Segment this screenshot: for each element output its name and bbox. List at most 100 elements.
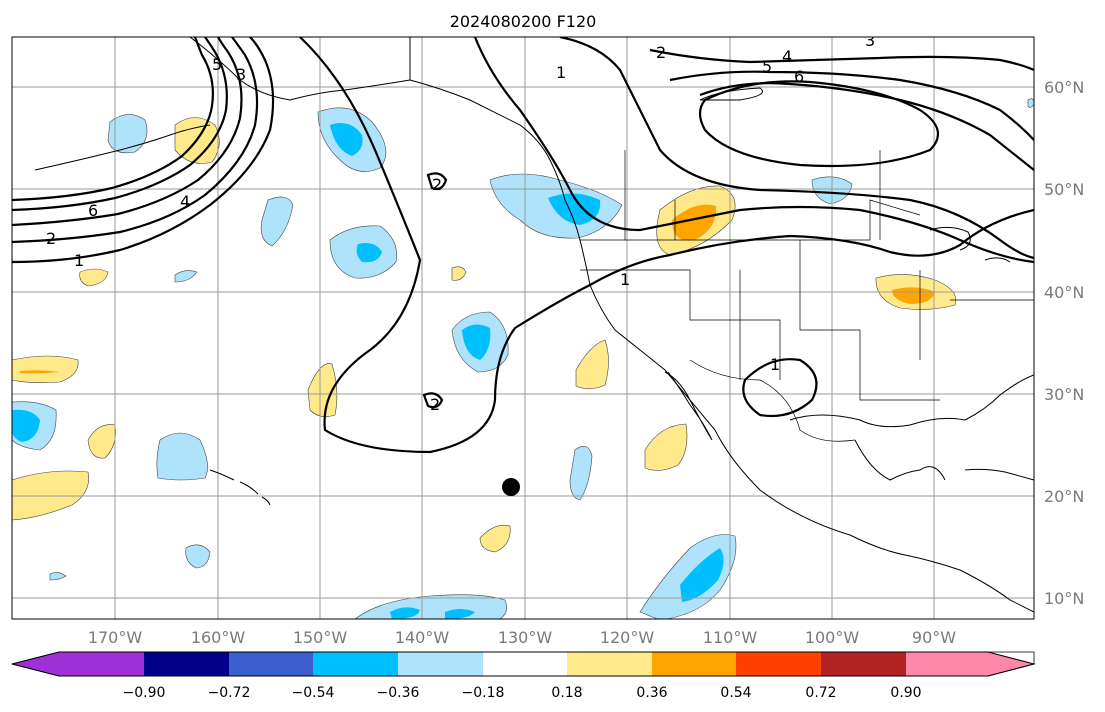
contour-label: 2 [430,395,440,414]
neg-anomaly-core [548,193,601,225]
neg-anomaly-core [12,409,40,442]
colorbar-segment [821,652,906,676]
colorbar-extend-low [12,652,59,676]
neg-anomaly-area [156,432,208,481]
lat-label: 60°N [1044,78,1084,97]
contour-label: 4 [180,192,190,211]
colorbar-segment [652,652,736,676]
contour-label: 1 [620,270,630,289]
contour-5-north [669,70,1034,141]
neg-anomaly-core [445,609,475,619]
lon-label: 100°W [805,628,860,647]
neg-anomaly-area [107,114,148,154]
contour-4 [12,37,228,212]
cuba [964,468,1034,481]
lon-label: 150°W [293,628,348,647]
neg-anomaly-area [569,445,593,501]
lat-label: 40°N [1044,283,1084,302]
latitude-labels: 60°N 50°N 40°N 30°N 20°N 10°N [1044,78,1084,608]
political-borders [580,150,1034,442]
contour-1-mexico [742,358,818,418]
lat-label: 10°N [1044,589,1084,608]
colorbar-segment [398,652,483,676]
contour-4-north [649,48,1034,72]
colorbar-segment [736,652,821,676]
lon-label: 90°W [912,628,956,647]
lat-label: 20°N [1044,487,1084,506]
contour-label: 4 [782,47,792,66]
contour-label: 2 [46,229,56,248]
gulf-coast [789,374,1034,428]
pos-anomaly-area [575,339,609,390]
contour-2 [12,37,259,244]
colorbar-tick-label: −0.90 [123,685,166,701]
neg-anomaly-core [356,243,382,263]
contour-label: 2 [656,43,666,62]
contour-label: 1 [556,63,566,82]
contour-2-north [473,37,1034,264]
colorbar-tick-label: −0.18 [462,685,505,701]
pos-anomaly-area [79,268,109,287]
colorbar-extend-high [988,652,1034,676]
pos-anomaly-area [451,266,467,281]
contour-label: 5 [762,57,772,76]
lat-label: 30°N [1044,385,1084,404]
lat-label: 50°N [1044,180,1084,199]
colorbar-tick-label: 0.18 [551,685,582,701]
coastlines [34,37,1034,613]
contour-label: 2 [432,175,442,194]
colorbar [11,651,1036,677]
neg-anomaly-area [174,270,198,283]
aleutian-islands [34,124,211,171]
great-lakes [929,226,1011,263]
shaded-fields [12,98,1034,619]
contour-label: 1 [770,355,780,374]
contour-5 [12,37,214,202]
contour-label: 3 [865,31,875,50]
pos-anomaly-area [644,423,688,471]
contour-label-group: 1 2 3 4 5 6 1 2 4 6 1 2 2 1 3 5 [46,31,875,414]
colorbar-ticks: −0.90 −0.72 −0.54 −0.36 −0.18 0.18 0.36 … [123,685,922,701]
colorbar-segment [313,652,398,676]
colorbar-tick-label: 0.72 [805,685,836,701]
colorbar-segment [906,652,988,676]
contour-3 [12,37,243,227]
lon-label: 140°W [395,628,450,647]
longitude-labels: 170°W 160°W 150°W 140°W 130°W 120°W 110°… [88,628,956,647]
neg-anomaly-core [390,607,420,619]
contour-3-north [559,37,1034,260]
colorbar-border [11,651,1036,677]
contour-1-pacific [299,37,1034,454]
contour-lines [12,37,1034,454]
pos-anomaly-area [12,355,79,383]
pos-anomaly-area [87,424,116,459]
map-panel: 1 2 3 4 5 6 1 2 4 6 1 2 2 1 3 5 [12,31,1034,619]
pos-anomaly-core [20,370,60,374]
lon-label: 160°W [191,628,246,647]
contour-label: 5 [212,55,222,74]
lon-label: 130°W [498,628,553,647]
map-frame [11,36,1035,620]
colorbar-segment [144,652,229,676]
contour-2-small [426,172,448,191]
lon-label: 120°W [600,628,655,647]
contour-high-closed [698,80,940,168]
pos-anomaly-core [672,204,717,241]
neg-anomaly-core [330,122,363,156]
alaska-coast [189,37,411,101]
colorbar-segment [483,652,567,676]
colorbar-tick-label: −0.54 [292,685,335,701]
colorbar-segment [567,652,652,676]
hawaii-islands [209,469,271,506]
contour-label: 6 [88,201,98,220]
contour-label: 6 [794,67,804,86]
colorbar-tick-label: −0.36 [377,685,420,701]
figure-title: 2024080200 F120 [450,12,597,31]
contour-label: 1 [74,251,84,270]
lon-label: 110°W [703,628,758,647]
contour-label: 3 [236,65,246,84]
yucatan [854,439,946,481]
pos-anomaly-area [479,524,511,553]
gulf-of-california [664,371,713,441]
